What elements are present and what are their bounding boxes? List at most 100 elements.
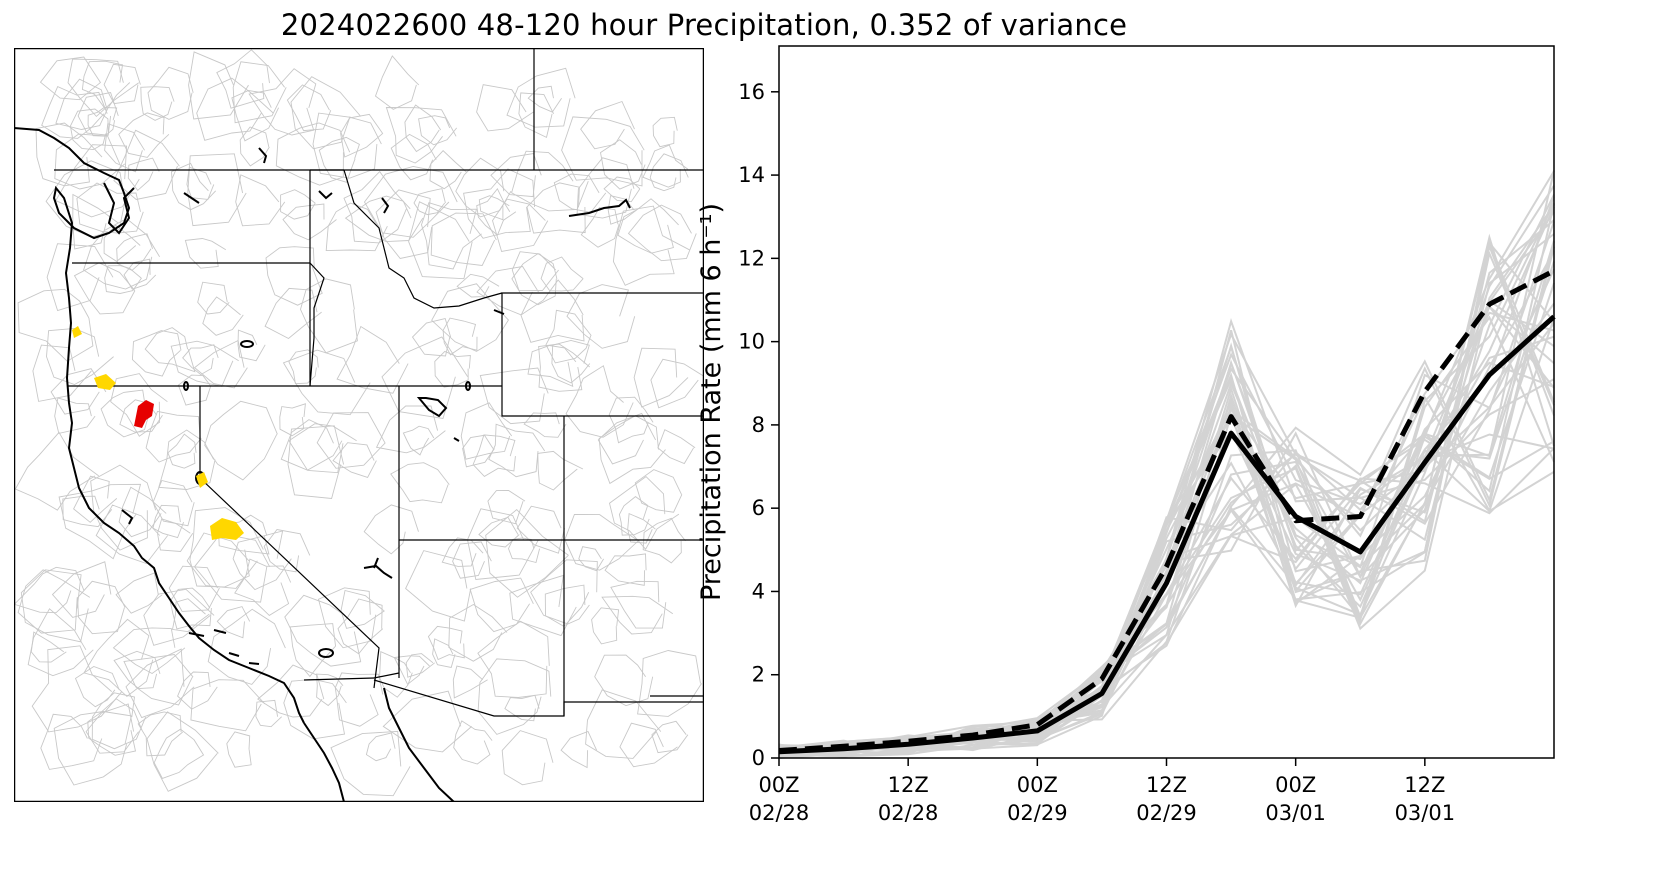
basin-outline: [235, 174, 286, 227]
basin-outline: [637, 650, 702, 717]
basin-outline: [393, 655, 430, 685]
basin-outline: [477, 658, 552, 735]
yellow-basin: [72, 326, 82, 338]
basin-outline: [340, 113, 384, 158]
basin-outline: [54, 133, 126, 190]
basin-outline: [608, 476, 680, 550]
basin-outline: [103, 63, 141, 105]
basin-outline: [334, 672, 384, 727]
x-tick-label: 12Z: [888, 773, 929, 797]
basin-outline: [476, 84, 534, 132]
basin-outline: [189, 507, 264, 588]
basin-outline: [118, 486, 167, 538]
basin-outline: [226, 731, 252, 768]
basin-outline: [73, 475, 118, 523]
basin-outline: [418, 115, 458, 146]
basin-outline: [511, 251, 559, 291]
basin-outline: [318, 136, 360, 183]
basin-outline: [300, 278, 358, 354]
ensemble-member-line: [778, 315, 1555, 758]
map-frame: [13, 47, 705, 803]
basin-outline: [463, 168, 536, 239]
ensemble-member-line: [778, 233, 1555, 749]
lakes: [121, 147, 631, 658]
basin-outline: [540, 256, 584, 292]
basin-outline: [619, 722, 678, 768]
basin-outline: [600, 139, 646, 190]
basin-outline: [375, 189, 433, 259]
basin-outline: [46, 243, 114, 312]
basin-outline: [390, 133, 437, 181]
basin-outline: [140, 86, 175, 121]
basin-outline: [237, 329, 266, 362]
y-axis: 0 2 4 6 8 10 12 14 16: [738, 80, 779, 770]
basin-outline: [53, 711, 132, 786]
ensemble-member-line: [778, 250, 1555, 757]
basin-outline: [526, 182, 586, 234]
basin-outline: [125, 648, 195, 719]
ensemble-member-line: [778, 261, 1555, 753]
basin-outline: [448, 603, 508, 662]
basin-outline: [232, 530, 292, 591]
basin-outline: [275, 122, 351, 186]
y-tick-label: 8: [752, 413, 765, 437]
basin-outline: [54, 397, 96, 434]
yellow-basin: [196, 472, 208, 488]
basin-outline: [193, 532, 271, 603]
basin-outline: [413, 188, 446, 216]
basin-outline: [316, 673, 344, 707]
basin-outline: [147, 66, 194, 120]
y-tick-label: 0: [752, 746, 765, 770]
basin-outline: [538, 343, 590, 392]
x-tick-label: 00Z: [1017, 773, 1058, 797]
yellow-basin: [210, 518, 244, 540]
basin-outline: [87, 698, 143, 756]
channel-islands: [188, 629, 260, 665]
basin-outline: [257, 664, 325, 718]
basin-outline: [411, 317, 452, 357]
basin-outline: [100, 389, 151, 438]
basin-outline: [601, 595, 674, 635]
basin-outline: [332, 442, 377, 478]
basin-outline: [427, 625, 465, 661]
basin-outline: [657, 429, 696, 465]
basin-outline: [116, 233, 154, 271]
basin-outline: [627, 512, 656, 544]
basin-outline: [113, 650, 161, 690]
basin-outline: [77, 580, 126, 635]
basin-outline: [603, 176, 641, 203]
series-lines: [778, 268, 1556, 755]
basin-outline: [452, 541, 492, 579]
precipitation-chart: 0 2 4 6 8 10 12 14 16 00Z 02/28 12Z 02/28 00Z 02/29 12…: [690, 30, 1658, 883]
basin-outline: [77, 91, 119, 136]
basin-outline: [434, 350, 471, 388]
x-tick-label: 12Z: [1404, 773, 1445, 797]
basin-outline: [73, 262, 136, 315]
basin-outline: [460, 402, 513, 460]
basin-outline: [104, 123, 145, 173]
basin-outline: [289, 623, 337, 678]
x-tick-label: 02/28: [878, 801, 939, 825]
basin-outline: [27, 608, 94, 677]
basin-outline: [580, 100, 635, 150]
basin-outline: [58, 483, 142, 560]
basin-boundaries: [14, 49, 704, 797]
basin-outline: [518, 92, 555, 139]
basin-outline: [51, 561, 112, 618]
ensemble-member-line: [778, 170, 1555, 759]
y-tick-label: 6: [752, 496, 765, 520]
basin-outline: [157, 518, 194, 552]
basin-outline: [379, 651, 413, 698]
basin-outline: [284, 594, 363, 667]
basin-outline: [617, 198, 679, 254]
figure-title: 2024022600 48-120 hour Precipitation, 0.…: [280, 8, 1128, 42]
basin-outline: [145, 410, 202, 463]
basin-outline: [405, 550, 472, 622]
basin-outline: [336, 325, 409, 394]
basin-outline: [511, 150, 589, 212]
basin-outline: [20, 569, 89, 643]
basin-outline: [527, 85, 562, 113]
basin-outline: [127, 157, 160, 192]
basin-outline: [597, 412, 656, 465]
basin-outline: [340, 589, 385, 629]
